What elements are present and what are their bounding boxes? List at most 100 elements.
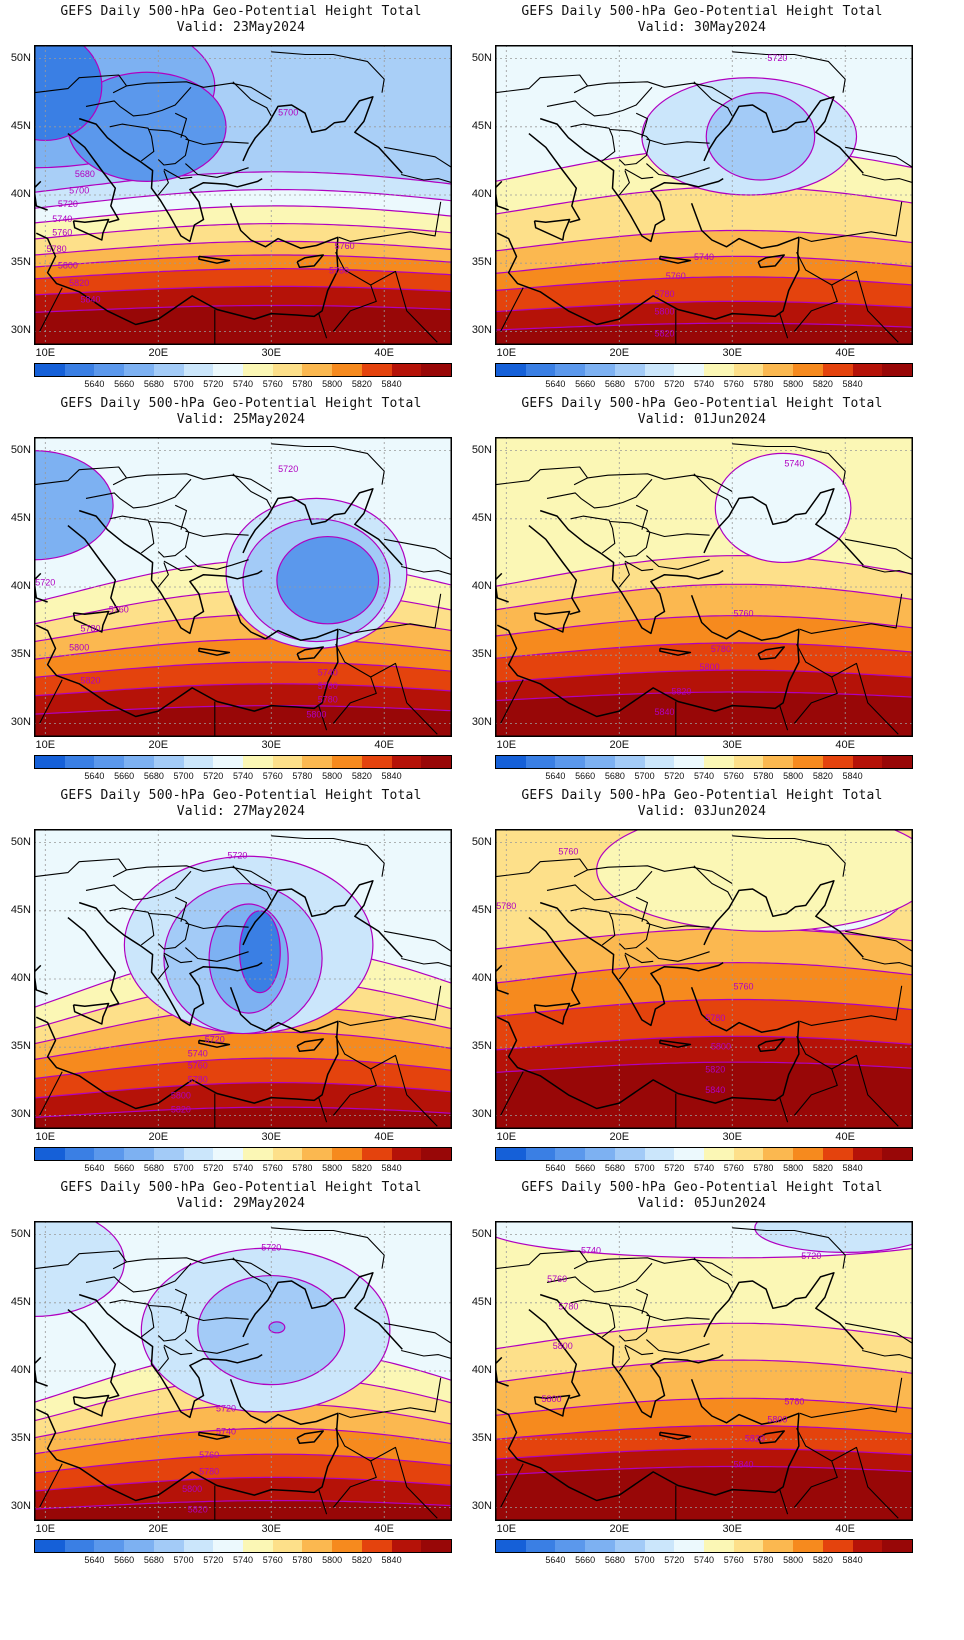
coastline (67, 133, 120, 224)
country-border (157, 562, 169, 588)
colorbar-swatch (733, 1540, 764, 1552)
colorbar-swatch (361, 364, 392, 376)
contour-map: 5720 5720 5760 5780 5800 5820 5740 5760 5780 5800 (34, 437, 452, 737)
map-canvas: 5700 5680 5700 5720 5740 5760 5780 5800 5820 5840… (34, 45, 452, 345)
colorbar-level-label: 5800 (783, 771, 804, 781)
lat-tick-label: 50N (471, 835, 492, 848)
lon-tick-label: 40E (374, 1131, 394, 1143)
colorbar-swatch (704, 756, 734, 768)
colorbar-swatch (733, 364, 764, 376)
colorbar-level-label: 5640 (545, 1555, 566, 1565)
colorbar-swatch (213, 364, 244, 376)
country-border (185, 947, 249, 962)
colorbar-swatch (793, 1540, 823, 1552)
lon-tick-label: 30E (261, 1131, 282, 1143)
country-border (546, 86, 653, 117)
contour-label: 5820 (69, 278, 89, 288)
country-border (624, 560, 654, 572)
contour-cell (596, 829, 913, 932)
height-band (495, 322, 913, 345)
contour-map: 5720 5720 5740 5760 5780 5800 5820 (34, 829, 452, 1129)
coastline (72, 1002, 110, 1025)
coastline (72, 610, 110, 633)
colorbar-level-label: 5760 (723, 1555, 744, 1565)
lon-tick-label: 20E (148, 347, 169, 359)
colorbar-level-label: 5720 (203, 379, 224, 389)
coastline (528, 525, 581, 616)
colorbar-swatch (332, 364, 362, 376)
height-band (34, 1106, 452, 1129)
colorbar (34, 755, 452, 769)
map-panel-6: GEFS Daily 500-hPa Geo-Potential Height … (461, 784, 943, 1194)
colorbar-swatch (525, 1540, 556, 1552)
country-border (185, 1339, 249, 1354)
country-border (149, 912, 190, 950)
colorbar-swatch (674, 1540, 705, 1552)
lon-tick-label: 20E (609, 347, 630, 359)
colorbar (495, 755, 913, 769)
colorbar-swatch (302, 756, 333, 768)
colorbar-level-label: 5720 (203, 771, 224, 781)
coastline (496, 1378, 800, 1502)
country-border (370, 1446, 438, 1519)
colorbar-level-label: 5840 (381, 1555, 402, 1565)
coastline (35, 594, 339, 718)
colorbar-swatch (153, 1148, 184, 1160)
lon-tick-label: 10E (35, 1131, 56, 1143)
colorbar-level-label: 5840 (842, 1163, 863, 1173)
country-border (157, 170, 169, 196)
lat-tick-label: 30N (471, 1108, 492, 1121)
colorbar-swatch (674, 1148, 705, 1160)
country-border (163, 560, 193, 572)
lat-tick-label: 45N (10, 1295, 31, 1308)
panel-title: GEFS Daily 500-hPa Geo-Potential Height … (521, 788, 883, 803)
contour-label: 5760 (109, 605, 129, 615)
colorbar-swatch (391, 364, 422, 376)
country-border (635, 504, 649, 530)
country-border (624, 1344, 654, 1356)
country-border (39, 679, 63, 724)
contour-label: 5680 (75, 169, 95, 179)
colorbar-swatch (733, 756, 764, 768)
country-border (174, 1288, 188, 1314)
country-border (845, 538, 913, 561)
country-border (232, 473, 272, 509)
colorbar-swatch (361, 756, 392, 768)
country-border (495, 858, 733, 884)
contour-label: 5780 (654, 289, 674, 299)
contour-label: 5800 (711, 1042, 731, 1052)
lon-tick-label: 40E (374, 347, 394, 359)
country-border (149, 1304, 190, 1342)
panel-valid-date: Valid: 01Jun2024 (637, 412, 767, 427)
coastline (198, 1431, 231, 1440)
colorbar-swatch (496, 1148, 526, 1160)
country-border (332, 252, 377, 332)
lon-tick-label: 20E (148, 1131, 169, 1143)
coastline (528, 1309, 581, 1400)
country-border (174, 896, 188, 922)
colorbar-level-label: 5800 (322, 1163, 343, 1173)
coastline (72, 218, 110, 241)
contour-label: 5820 (705, 1065, 725, 1075)
coastline (757, 1038, 785, 1053)
lon-tick-label: 40E (835, 1131, 855, 1143)
country-border (149, 128, 190, 166)
colorbar-swatch (332, 1540, 362, 1552)
contour-label: 5800 (171, 1091, 191, 1101)
lat-tick-label: 30N (10, 1500, 31, 1513)
country-border (384, 1322, 452, 1345)
country-border (646, 555, 710, 570)
lat-tick-label: 45N (10, 903, 31, 916)
coastline (198, 1039, 231, 1048)
colorbar-swatch (733, 1148, 764, 1160)
country-border (779, 705, 789, 731)
colorbar (495, 1539, 913, 1553)
contour-label: 5800 (182, 1484, 202, 1494)
country-border (495, 466, 733, 492)
contour-cell (34, 450, 114, 561)
contour-label: 5840 (654, 707, 674, 717)
colorbar-level-label: 5660 (114, 1555, 135, 1565)
map-frame (495, 437, 913, 737)
colorbar-swatch (94, 756, 125, 768)
contour-cell (714, 452, 852, 564)
